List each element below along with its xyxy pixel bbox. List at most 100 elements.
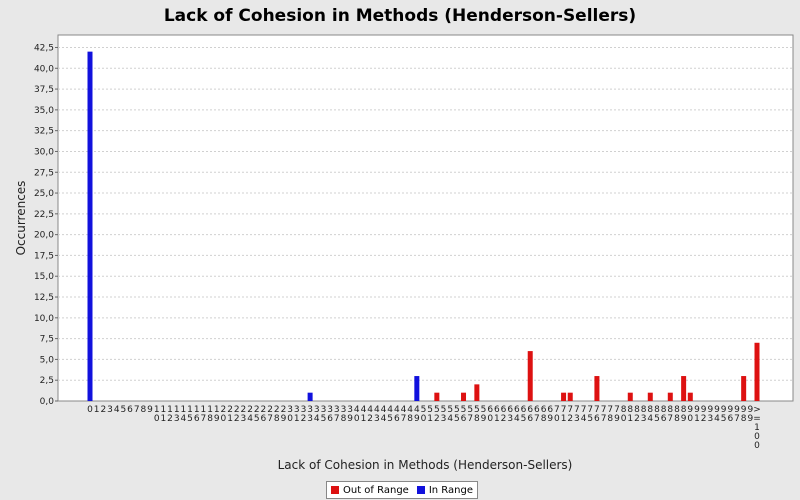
legend-item-in-range: In Range [416, 485, 473, 496]
bar-out-of-range-52 [434, 392, 440, 401]
x-axis-ticks: 0 1 2 3 4 5 6 7 8 9 1 01 11 21 31 41 51 61 71 81 92 02 12 22 32 4… [87, 405, 761, 451]
x-tick-label: 2 [100, 405, 106, 415]
bar-out-of-range-89 [681, 376, 687, 401]
bar-out-of-range-66 [527, 351, 533, 401]
bar-out-of-range-90 [687, 392, 693, 401]
x-tick-label: 9 [147, 405, 153, 415]
grid-lines [58, 46, 793, 381]
chart-title: Lack of Cohesion in Methods (Henderson-S… [163, 6, 637, 26]
y-tick-label: 20,0 [34, 231, 54, 241]
x-tick-label: 3 [107, 405, 113, 415]
legend-swatch-in-range [416, 486, 425, 494]
y-axis-label: Occurrences [14, 181, 28, 256]
x-tick-label: 0 [87, 405, 93, 415]
y-tick-label: 35,0 [34, 106, 54, 116]
y-tick-label: 17,5 [34, 251, 54, 261]
y-axis-ticks: 0,0 2,5 5,0 7,5 10,0 12,5 15,0 17,5 20,0 22,5 25,0… [34, 43, 58, 407]
bar-out-of-range-72 [567, 392, 573, 401]
y-tick-label: 25,0 [34, 189, 54, 199]
x-tick-label: 6 [127, 405, 133, 415]
y-tick-label: 10,0 [34, 314, 54, 324]
legend-item-out-of-range: Out of Range [331, 485, 409, 496]
y-tick-label: 7,5 [40, 335, 54, 345]
bar-out-of-range-71 [561, 392, 567, 401]
y-tick-label: 15,0 [34, 272, 54, 282]
legend-swatch-out-of-range [331, 486, 339, 494]
x-tick-label: 1 [94, 405, 100, 415]
bar-out-of-range-100 [754, 342, 760, 401]
plot-background [57, 34, 794, 402]
bar-out-of-range-84 [647, 392, 653, 401]
bar-in-range-0 [87, 51, 93, 402]
bar-out-of-range-58 [474, 384, 480, 401]
bar-out-of-range-87 [667, 392, 673, 401]
y-tick-label: 5,0 [40, 355, 55, 365]
bar-out-of-range-98 [741, 376, 747, 401]
bar-out-of-range-81 [627, 392, 633, 401]
x-axis-label: Lack of Cohesion in Methods (Henderson-S… [278, 458, 573, 472]
x-tick-label: > = 1 0 0 [753, 405, 761, 451]
